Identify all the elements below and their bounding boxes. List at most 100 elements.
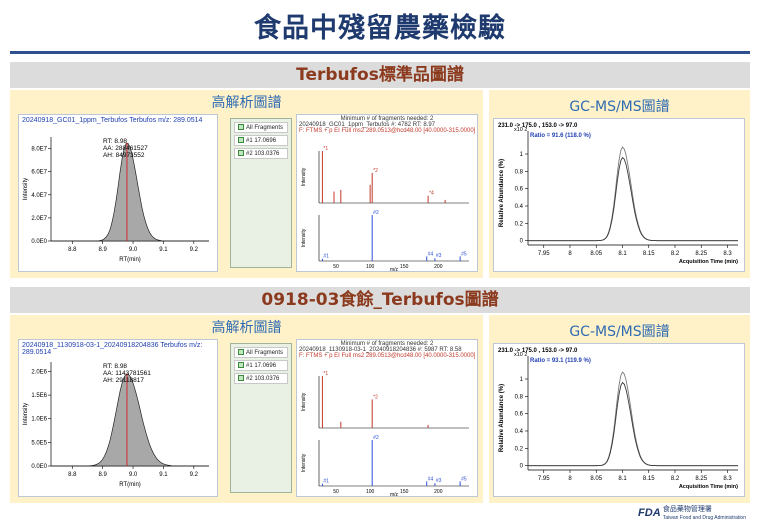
- y-tick-label: 1: [520, 377, 524, 383]
- peak-area: [51, 373, 209, 467]
- checkbox-icon: [238, 362, 244, 369]
- x-axis-label: RT(min): [119, 482, 141, 488]
- y-tick-label: 0.8: [515, 394, 524, 400]
- x-tick-label: 8.25: [695, 251, 707, 257]
- y-tick-label: 1: [520, 152, 524, 158]
- library-peak-label: #1: [323, 254, 329, 260]
- transition-label: 231.0 -> 175.0 , 153.0 -> 97.0: [498, 348, 578, 354]
- mrm-trace: [528, 146, 738, 242]
- section-heading-sample: 0918-03食餘_Terbufos圖譜: [10, 287, 750, 313]
- x-tick-label: 8.2: [671, 251, 680, 257]
- gcms-chart-sample: 0 0.2 0.4 0.6 0.8 1 7.95 8 8.05 8.1 8.15 8.2 8.25 8.3…: [493, 343, 745, 497]
- y-tick-label: 4.0E7: [31, 193, 47, 199]
- x-tick-label: 200: [434, 264, 443, 270]
- fragment-item[interactable]: #1 17.0696: [234, 135, 288, 146]
- x-tick-label: 8: [568, 251, 572, 257]
- gcms-svg-sample: 0 0.2 0.4 0.6 0.8 1 7.95 8 8.05 8.1 8.15 8.2 8.25 8.3…: [498, 348, 738, 490]
- gcms-svg-standard: 0 0.2 0.4 0.6 0.8 1 7.95 8 8.05 8.1 8.15 8.2 8.25 8.3…: [498, 123, 738, 265]
- x-tick-label: 200: [434, 489, 443, 495]
- section-heading-standard: Terbufos標準品圖譜: [10, 62, 750, 88]
- library-peak-label: #1: [323, 479, 329, 485]
- peak-area: [51, 142, 209, 242]
- mrm-trace: [528, 371, 738, 467]
- peak-annotation: AA: 288461527: [103, 145, 148, 152]
- x-tick-label: 8.05: [590, 251, 602, 257]
- y-tick-label: 0.0E0: [31, 464, 47, 470]
- x-tick-label: 9.2: [190, 247, 199, 253]
- y-tick-label: 0.6: [515, 412, 524, 418]
- library-peak-label: #2: [373, 210, 379, 216]
- library-peak-label: #3: [436, 253, 442, 259]
- library-peak-label: #5: [461, 251, 467, 257]
- x-axis-label: Acquisition Time (min): [679, 259, 738, 265]
- library-peak-label: #4: [428, 476, 434, 482]
- title-divider: [10, 51, 750, 54]
- hr-chromatogram-standard: 20240918_GC01_1ppm_Terbufos Terbufos m/z…: [18, 114, 218, 272]
- y-tick-label: 0.8: [515, 169, 524, 175]
- checkbox-icon: [238, 349, 244, 356]
- x-tick-label: 8.1: [618, 251, 627, 257]
- spectrum-header-line: Minimum # of fragments needed: 2: [340, 341, 434, 347]
- fragments-panel-sample: All Fragments #1 17.0696 #2 103.0376: [230, 343, 292, 493]
- fragments-panel-standard: All Fragments #1 17.0696 #2 103.0376: [230, 118, 292, 268]
- spectrum-header-line: Minimum # of fragments needed: 2: [340, 116, 434, 122]
- y-tick-label: 2.0E7: [31, 216, 47, 222]
- fragment-item[interactable]: #2 103.0376: [234, 373, 288, 384]
- library-peak-label: #2: [373, 435, 379, 441]
- y-tick-label: 8.0E7: [31, 147, 47, 153]
- spectrum-header-line: F: FTMS + p EI Full ms2 289.0513@hcd48.0…: [299, 353, 476, 359]
- chromatogram-svg-standard: 0.0E0 2.0E7 4.0E7 6.0E7 8.0E7 8.8 8.9 9.0 9.1 9.2…: [23, 137, 209, 263]
- x-tick-label: 8.9: [98, 247, 107, 253]
- hr-spectrum-sample: Minimum # of fragments needed: 2 2024091…: [296, 339, 478, 497]
- spectrum-peak-label: *4: [429, 191, 434, 197]
- peak-annotation: RT: 8.98: [103, 363, 127, 370]
- spectrum-peak-label: *1: [323, 146, 328, 152]
- spectrum-peak-label: *2: [373, 394, 378, 400]
- gcms-chart-standard: 0 0.2 0.4 0.6 0.8 1 7.95 8 8.05 8.1 8.15 8.2 8.25 8.3…: [493, 118, 745, 272]
- x-axis-label: Acquisition Time (min): [679, 484, 738, 490]
- library-peak-label: #3: [436, 478, 442, 484]
- fda-org-en: Taiwan Food and Drug Administration: [662, 515, 746, 521]
- x-tick-label: 8.3: [723, 476, 732, 482]
- gc-panel-standard: GC-MS/MS圖譜 0 0.2 0.4 0.6 0.8 1 7.95 8 8.05 8.1 8.1…: [489, 90, 750, 278]
- gc-panel-sample: GC-MS/MS圖譜 0 0.2 0.4 0.6 0.8 1 7.95 8 8.05 8.1 8.1…: [489, 315, 750, 503]
- fragments-header[interactable]: All Fragments: [234, 122, 288, 133]
- x-tick-label: 9.0: [129, 247, 138, 253]
- y-axis-label: Intensity: [23, 403, 29, 425]
- x-tick-label: 8.15: [643, 476, 655, 482]
- hr-panel-label: 高解析圖譜: [211, 320, 282, 336]
- fragments-header[interactable]: All Fragments: [234, 347, 288, 358]
- y-axis-label: Relative Abundance (%): [499, 159, 505, 227]
- x-tick-label: 8.1: [618, 476, 627, 482]
- peak-annotation: AA: 1143781561: [103, 370, 151, 377]
- library-peak-label: #4: [428, 251, 434, 257]
- y-tick-label: 1.0E6: [31, 417, 47, 423]
- fda-logo: FDA 食品藥物管理署 Taiwan Food and Drug Adminis…: [638, 506, 746, 522]
- x-axis-label: RT(min): [119, 257, 141, 263]
- chromatogram-svg-sample: 0.0E0 5.0E5 1.0E6 1.5E6 2.0E6 8.8 8.9 9.0 9.1 9.2…: [23, 362, 209, 488]
- x-tick-label: 9.1: [159, 472, 168, 478]
- x-axis-label: m/z: [390, 267, 399, 271]
- gc-panel-label: GC-MS/MS圖譜: [569, 324, 670, 340]
- x-tick-label: 8.9: [98, 472, 107, 478]
- checkbox-icon: [238, 137, 244, 144]
- y-axis-label: Intensity: [23, 178, 29, 200]
- x-tick-label: 50: [333, 264, 339, 270]
- fragment-item[interactable]: #2 103.0376: [234, 148, 288, 159]
- fragment-item[interactable]: #1 17.0696: [234, 360, 288, 371]
- ratio-label: Ratio = 91.6 (118.0 %): [530, 133, 591, 139]
- x-tick-label: 8.05: [590, 476, 602, 482]
- x-tick-label: 8.3: [723, 251, 732, 257]
- x-tick-label: 7.95: [538, 251, 550, 257]
- peak-annotation: AH: 29118817: [103, 377, 144, 384]
- hr-panel-sample: 高解析圖譜 20240918_1130918-03-1_202409182048…: [10, 315, 483, 503]
- y-tick-label: 0: [520, 239, 524, 245]
- top-y-label: Intensity: [301, 167, 307, 186]
- x-tick-label: 8.2: [671, 476, 680, 482]
- page-title: 食品中殘留農藥檢驗: [254, 13, 506, 44]
- y-multiplier: x10 2: [514, 127, 527, 133]
- mrm-trace: [528, 381, 738, 467]
- x-tick-label: 100: [366, 264, 375, 270]
- y-tick-label: 0.4: [515, 204, 524, 210]
- x-tick-label: 9.0: [129, 472, 138, 478]
